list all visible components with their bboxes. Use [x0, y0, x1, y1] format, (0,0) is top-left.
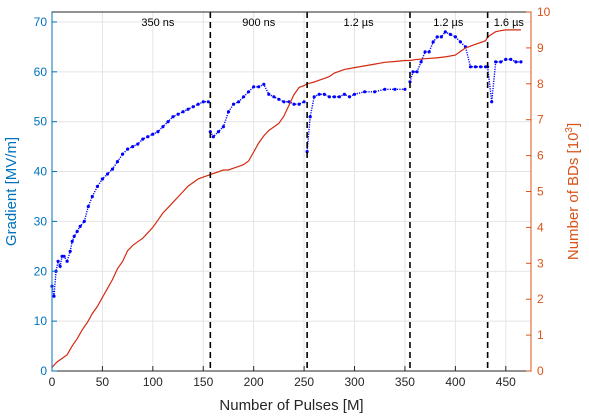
- x-tick-label: 100: [143, 375, 163, 389]
- y-right-tick-label: 5: [537, 185, 544, 199]
- x-tick-label: 400: [445, 375, 465, 389]
- x-tick-label: 50: [96, 375, 110, 389]
- phase-label: 1.6 µs: [494, 17, 525, 29]
- x-tick-label: 150: [193, 375, 213, 389]
- x-tick-label: 350: [395, 375, 415, 389]
- y-right-tick-label: 1: [537, 328, 544, 342]
- y-right-tick-label: 7: [537, 113, 544, 127]
- gradient-scatter-band: [209, 83, 305, 138]
- gradient-scatter-band: [486, 58, 521, 102]
- gradient-point: [332, 95, 336, 99]
- plot-frame: [51, 11, 532, 372]
- gradient-point: [322, 92, 326, 96]
- breakdown-count-line: [51, 29, 521, 368]
- y-left-tick-label: 30: [34, 214, 48, 228]
- y-left-tick-label: 10: [34, 314, 48, 328]
- y-right-tick-label: 8: [537, 77, 544, 91]
- y-left-tick-label: 20: [34, 264, 48, 278]
- x-axis-title: Number of Pulses [M]: [219, 397, 363, 414]
- x-tick-label: 300: [345, 375, 365, 389]
- x-tick-label: 200: [244, 375, 264, 389]
- x-tick-label: 0: [49, 375, 56, 389]
- phase-label: 350 ns: [141, 17, 175, 29]
- y-right-tick-label: 6: [537, 149, 544, 163]
- y-left-tick-label: 70: [34, 15, 48, 29]
- y-right-tick-label: 3: [537, 256, 544, 270]
- y-left-tick-label: 50: [34, 115, 48, 129]
- y-right-tick-label: 2: [537, 292, 544, 306]
- y-left-tick-label: 40: [34, 165, 48, 179]
- gradient-scatter-series: [50, 30, 523, 298]
- phase-label-layer: 350 ns 900 ns 1.2 µs 1.2 µs 1.6 µs: [141, 17, 524, 29]
- gradient-scatter-band: [51, 101, 209, 297]
- phase-label: 1.2 µs: [433, 17, 464, 29]
- y-right-tick-label: 9: [537, 41, 544, 55]
- gradient-point: [439, 35, 443, 39]
- grid-layer: [51, 12, 531, 372]
- phase-label: 1.2 µs: [343, 17, 374, 29]
- gradient-scatter-band: [306, 88, 405, 152]
- y-right-tick-label: 4: [537, 220, 544, 234]
- y-right-tick-label: 10: [537, 5, 551, 19]
- gradient-point: [383, 87, 387, 91]
- divider-layer: [209, 12, 489, 371]
- y-left-tick-label: 0: [40, 364, 47, 378]
- tick-layer: 0 50 100 150 200 250 300 350 400 4500102030405060…: [34, 5, 551, 389]
- y-right-tick-label: 0: [537, 364, 544, 378]
- phase-label: 900 ns: [242, 17, 276, 29]
- gradient-point: [479, 65, 483, 69]
- gradient-point: [423, 50, 427, 54]
- y-axis-right-title-exponent: 3: [564, 127, 575, 133]
- x-tick-label: 250: [294, 375, 314, 389]
- y-axis-right-title: Number of BDs [103]: [564, 123, 582, 260]
- data-layer: [50, 29, 523, 368]
- axis-layer: [51, 11, 532, 372]
- y-axis-right-title-main: Number of BDs [10: [565, 133, 582, 261]
- gradient-point: [490, 100, 494, 104]
- x-tick-label: 450: [496, 375, 516, 389]
- y-axis-left-title: Gradient [MV/m]: [3, 137, 20, 246]
- y-axis-right-title-end: ]: [565, 123, 582, 127]
- gradient-point: [308, 115, 312, 119]
- y-left-tick-label: 60: [34, 65, 48, 79]
